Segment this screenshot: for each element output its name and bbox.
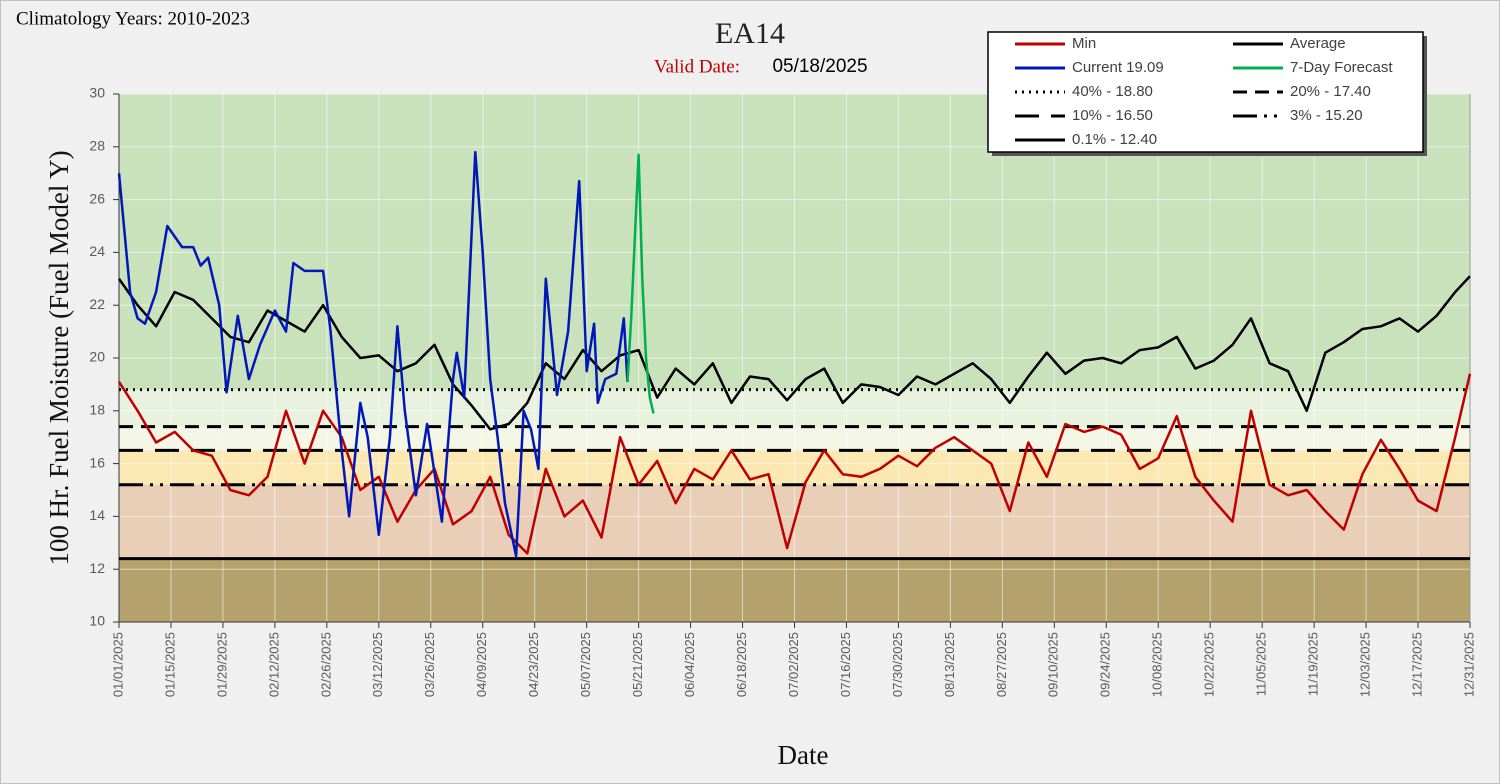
- x-tick-label: 11/05/2025: [1254, 632, 1269, 696]
- x-tick-label: 02/26/2025: [318, 632, 333, 697]
- y-tick-label: 10: [89, 613, 105, 629]
- y-tick-label: 18: [89, 402, 105, 418]
- series-line: [117, 275, 1471, 431]
- x-tick-label: 05/21/2025: [630, 632, 645, 697]
- subtitle: Climatology Years: 2010-2023: [16, 8, 250, 29]
- x-tick-label: 05/07/2025: [578, 632, 593, 697]
- legend-label: 0.1% - 12.40: [1072, 131, 1157, 148]
- y-tick-label: 28: [89, 138, 105, 154]
- series-line: [117, 150, 629, 558]
- x-tick-label: 09/10/2025: [1046, 632, 1061, 697]
- legend: [987, 31, 1424, 153]
- y-tick-label: 30: [89, 85, 105, 101]
- x-tick-label: 08/27/2025: [994, 632, 1009, 697]
- x-axis-label: Date: [778, 740, 829, 770]
- x-tick-label: 06/04/2025: [682, 632, 697, 697]
- x-tick-label: 12/31/2025: [1461, 632, 1476, 697]
- legend-label: 3% - 15.20: [1290, 107, 1363, 124]
- legend-label: 10% - 16.50: [1072, 107, 1153, 124]
- x-tick-label: 07/30/2025: [890, 632, 905, 697]
- x-tick-label: 09/24/2025: [1098, 632, 1113, 697]
- y-tick-label: 14: [89, 507, 105, 523]
- x-tick-label: 03/26/2025: [422, 632, 437, 697]
- y-tick-label: 12: [89, 560, 105, 576]
- x-tick-label: 07/02/2025: [786, 632, 801, 697]
- y-tick-label: 26: [89, 190, 105, 206]
- legend-label: Current 19.09: [1072, 59, 1164, 76]
- series-line: [117, 373, 1472, 555]
- x-tick-label: 01/29/2025: [214, 632, 229, 697]
- x-tick-label: 04/23/2025: [526, 632, 541, 697]
- x-tick-label: 04/09/2025: [474, 632, 489, 697]
- y-tick-label: 24: [89, 243, 105, 259]
- x-tick-label: 08/13/2025: [942, 632, 957, 697]
- x-tick-label: 02/12/2025: [266, 632, 281, 697]
- y-tick-label: 22: [89, 296, 105, 312]
- x-tick-label: 06/18/2025: [734, 632, 749, 697]
- series-line: [626, 153, 655, 414]
- x-tick-label: 01/15/2025: [162, 632, 177, 697]
- legend-label: 20% - 17.40: [1290, 83, 1371, 100]
- x-tick-label: 07/16/2025: [838, 632, 853, 697]
- x-tick-label: 12/03/2025: [1358, 632, 1373, 697]
- y-axis-label: 100 Hr. Fuel Moisture (Fuel Model Y): [44, 150, 74, 565]
- legend-label: 40% - 18.80: [1072, 83, 1153, 100]
- x-tick-label: 10/22/2025: [1202, 632, 1217, 697]
- legend-label: 7-Day Forecast: [1290, 59, 1393, 76]
- x-tick-label: 12/17/2025: [1409, 632, 1424, 697]
- legend-label: Average: [1290, 35, 1346, 52]
- x-tick-label: 01/01/2025: [110, 632, 125, 697]
- valid-date: 05/18/2025: [772, 56, 867, 77]
- chart-title: EA14: [715, 17, 785, 50]
- y-tick-label: 20: [89, 349, 105, 365]
- legend-label: Min: [1072, 35, 1096, 52]
- y-tick-label: 16: [89, 454, 105, 470]
- x-tick-label: 11/19/2025: [1306, 632, 1321, 696]
- x-tick-label: 03/12/2025: [370, 632, 385, 697]
- x-tick-label: 10/08/2025: [1150, 632, 1165, 697]
- valid-date-label: Valid Date:: [654, 56, 740, 77]
